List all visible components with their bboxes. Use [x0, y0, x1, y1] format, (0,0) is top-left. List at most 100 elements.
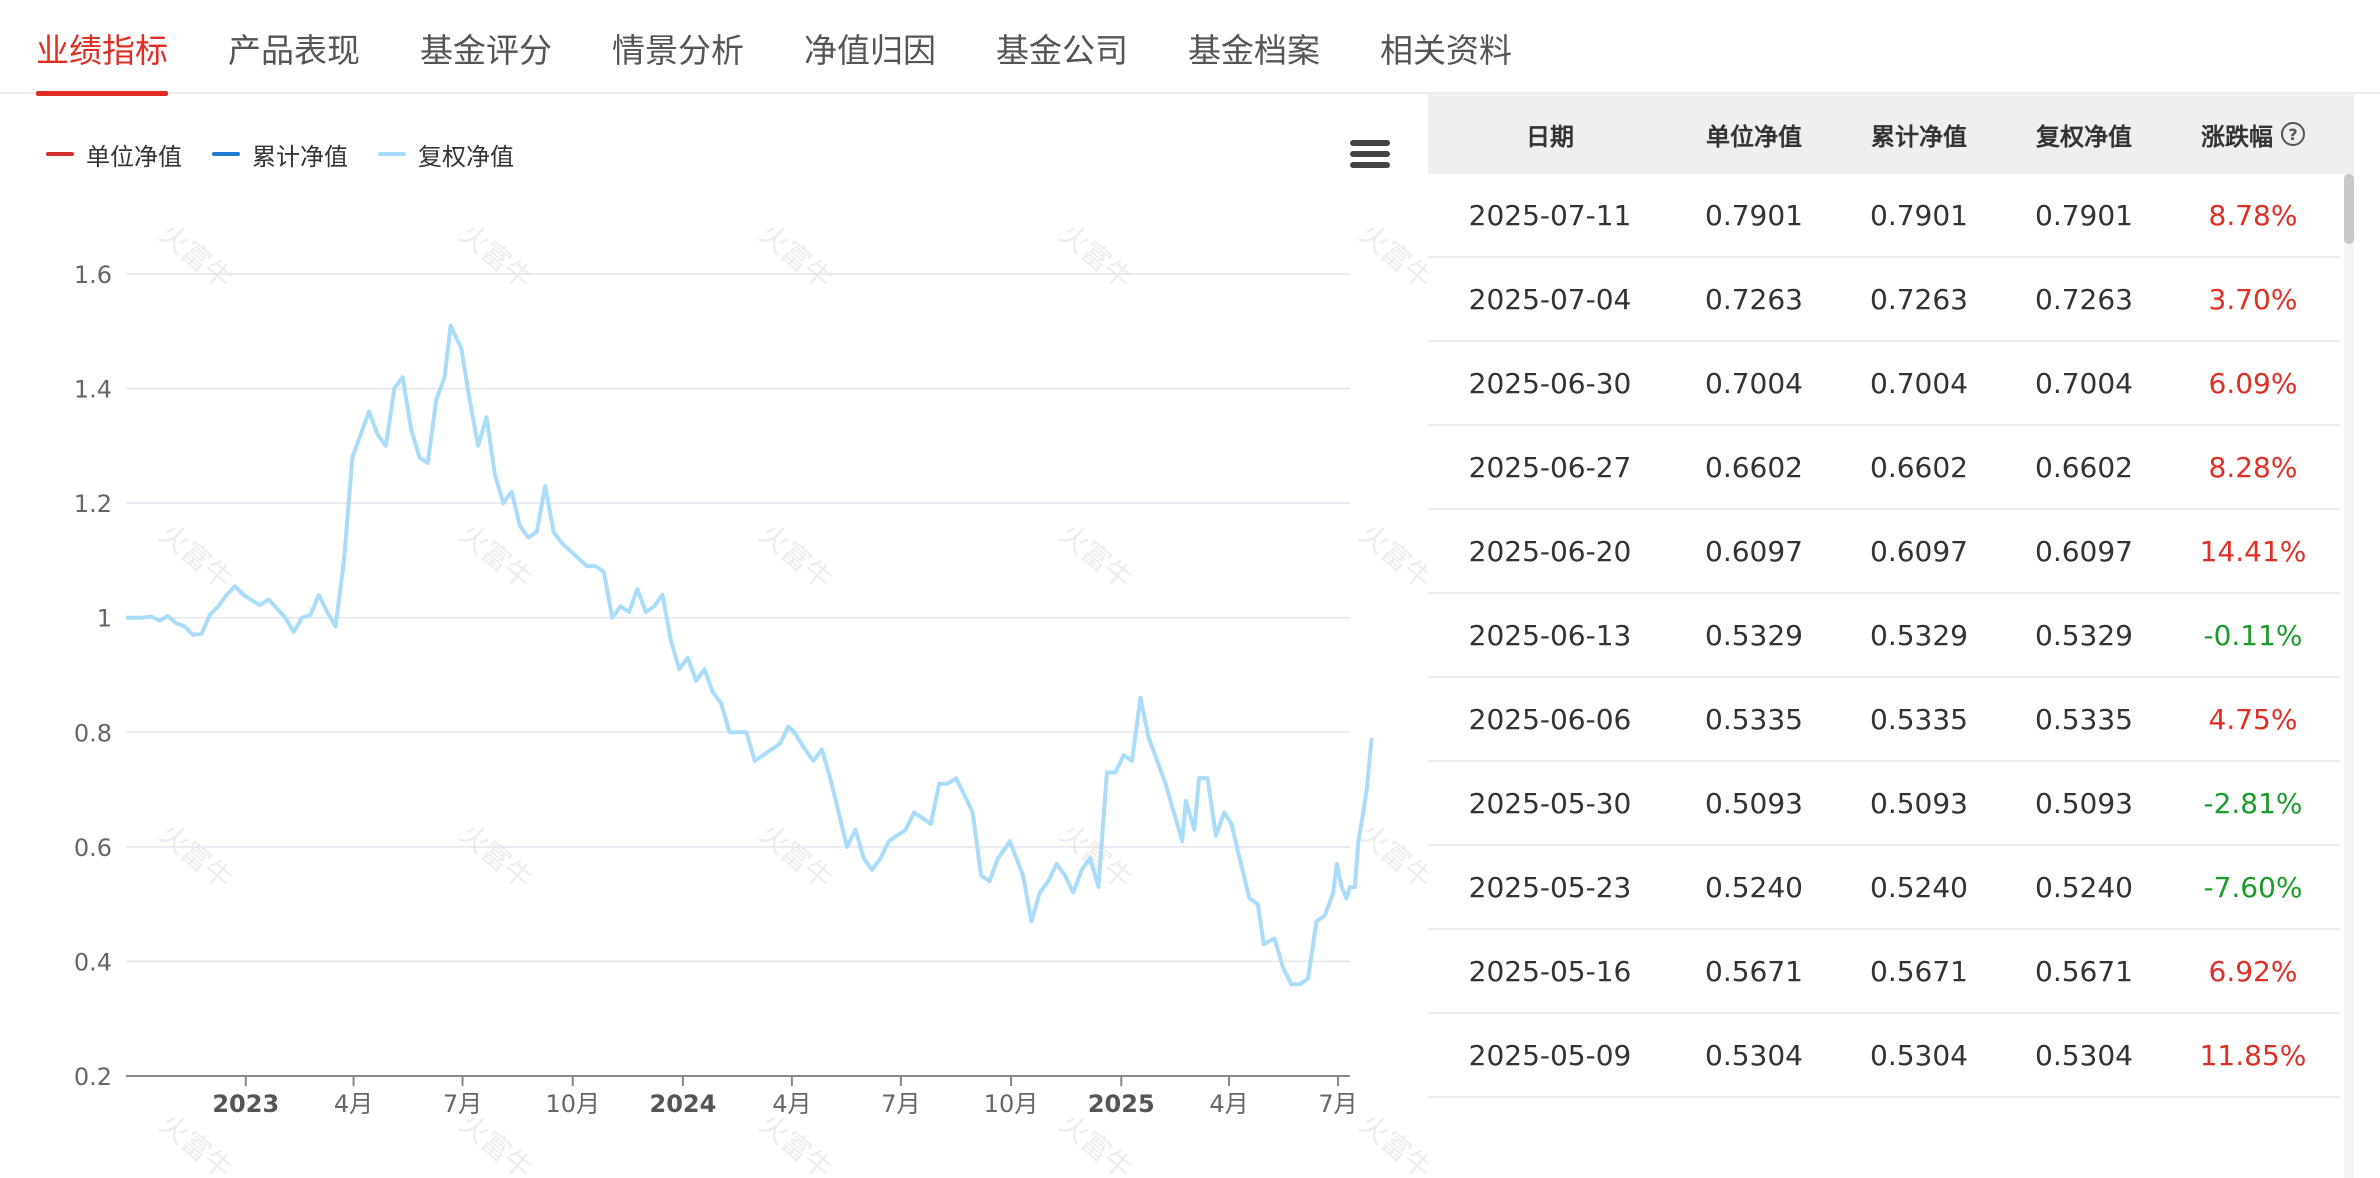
- cell-unit-nav: 0.5329: [1705, 618, 1803, 652]
- table-row[interactable]: 2025-07-11 0.7901 0.7901 0.7901 8.78%: [1428, 174, 2340, 258]
- cell-unit-nav: 0.7901: [1705, 198, 1803, 232]
- y-tick-label: 0.6: [74, 834, 112, 862]
- table-row[interactable]: 2025-06-13 0.5329 0.5329 0.5329 -0.11%: [1428, 594, 2340, 678]
- y-tick-label: 1: [97, 605, 112, 633]
- cell-adjusted-nav: 0.7263: [2035, 282, 2133, 316]
- cell-cumulative-nav: 0.5335: [1870, 702, 1968, 736]
- cell-date: 2025-06-13: [1468, 618, 1632, 652]
- cell-change: 14.41%: [2199, 534, 2307, 568]
- cell-adjusted-nav: 0.6097: [2035, 534, 2133, 568]
- cell-cumulative-nav: 0.5093: [1870, 786, 1968, 820]
- table-body: 2025-07-11 0.7901 0.7901 0.7901 8.78% 2025-07…: [1428, 174, 2340, 1098]
- table-row[interactable]: 2025-06-30 0.7004 0.7004 0.7004 6.09%: [1428, 342, 2340, 426]
- cell-unit-nav: 0.5335: [1705, 702, 1803, 736]
- cell-change: 6.09%: [2208, 366, 2298, 400]
- watermark-text: 火富牛: [753, 817, 839, 896]
- cell-change: -2.81%: [2203, 786, 2303, 820]
- cell-change: 4.75%: [2208, 702, 2298, 736]
- nav-chart-panel: 火富牛 火富牛 火富牛 火富牛 火富牛 火富牛 火富牛 火富牛 火富牛 火富牛 火富牛 火富牛 火富牛火…: [0, 94, 1428, 1178]
- table-row[interactable]: 2025-06-27 0.6602 0.6602 0.6602 8.28%: [1428, 426, 2340, 510]
- cell-date: 2025-07-11: [1468, 198, 1632, 232]
- hamburger-menu-icon[interactable]: [1350, 140, 1390, 172]
- cell-date: 2025-06-06: [1468, 702, 1632, 736]
- y-tick-label: 0.4: [74, 948, 112, 976]
- y-tick-label: 0.2: [74, 1063, 112, 1091]
- tab-nav-attribution[interactable]: 净值归因: [804, 31, 936, 70]
- watermark-text: 火富牛: [153, 517, 239, 596]
- cell-unit-nav: 0.7263: [1705, 282, 1803, 316]
- tab-related-materials[interactable]: 相关资料: [1380, 31, 1512, 70]
- tab-scenario-analysis[interactable]: 情景分析: [612, 31, 744, 70]
- header-date: 日期: [1526, 122, 1574, 151]
- legend-item-unit-nav[interactable]: 单位净值: [46, 137, 182, 172]
- tab-fund-company[interactable]: 基金公司: [996, 31, 1128, 70]
- table-row[interactable]: 2025-05-09 0.5304 0.5304 0.5304 11.85%: [1428, 1014, 2340, 1098]
- x-tick-label: 7月: [443, 1090, 482, 1118]
- question-circle-icon[interactable]: ?: [2281, 122, 2305, 146]
- table-row[interactable]: 2025-05-30 0.5093 0.5093 0.5093 -2.81%: [1428, 762, 2340, 846]
- header-change: 涨跌幅 ?: [2166, 117, 2340, 152]
- x-tick-label: 7月: [881, 1090, 920, 1118]
- header-unit-nav: 单位净值: [1706, 122, 1802, 151]
- watermark-text: 火富牛: [1053, 217, 1139, 296]
- x-tick-label: 10月: [545, 1090, 600, 1118]
- legend-swatch-cumulative-nav: [212, 152, 240, 156]
- series-line-adjusted-nav: [126, 323, 1374, 987]
- table-row[interactable]: 2025-05-23 0.5240 0.5240 0.5240 -7.60%: [1428, 846, 2340, 930]
- table-row[interactable]: 2025-06-20 0.6097 0.6097 0.6097 14.41%: [1428, 510, 2340, 594]
- watermark-text: 火富牛: [1353, 517, 1428, 596]
- cell-change: 11.85%: [2199, 1038, 2307, 1072]
- watermark-text: 火富牛: [453, 217, 539, 296]
- x-tick-label: 7月: [1318, 1090, 1357, 1118]
- nav-line-chart[interactable]: 火富牛 火富牛 火富牛 火富牛 火富牛火富牛 火富牛 火富牛 火富牛 火富牛火富牛 火富牛 火富牛火…: [0, 94, 1428, 1178]
- tab-bar: 业绩指标 产品表现 基金评分 情景分析 净值归因 基金公司 基金档案 相关资料: [0, 0, 2380, 96]
- legend-label-cumulative-nav: 累计净值: [252, 142, 348, 171]
- table-row[interactable]: 2025-06-06 0.5335 0.5335 0.5335 4.75%: [1428, 678, 2340, 762]
- cell-cumulative-nav: 0.5671: [1870, 954, 1968, 988]
- cell-adjusted-nav: 0.6602: [2035, 450, 2133, 484]
- cell-change: 8.28%: [2208, 450, 2298, 484]
- cell-unit-nav: 0.6097: [1705, 534, 1803, 568]
- cell-adjusted-nav: 0.7901: [2035, 198, 2133, 232]
- cell-change: 3.70%: [2208, 282, 2298, 316]
- cell-date: 2025-05-09: [1468, 1038, 1632, 1072]
- scrollbar-thumb[interactable]: [2344, 174, 2354, 244]
- cell-date: 2025-05-23: [1468, 870, 1632, 904]
- y-tick-label: 1.6: [74, 261, 112, 289]
- nav-table: 日期 单位净值 累计净值 复权净值 涨跌幅 ? 2025-07-11 0.7901…: [1428, 94, 2354, 1178]
- y-tick-label: 1.4: [74, 376, 112, 404]
- watermark-text: 火富牛: [753, 517, 839, 596]
- cell-date: 2025-06-20: [1468, 534, 1632, 568]
- cell-change: 6.92%: [2208, 954, 2298, 988]
- legend-item-cumulative-nav[interactable]: 累计净值: [212, 137, 348, 172]
- cell-cumulative-nav: 0.7901: [1870, 198, 1968, 232]
- table-scrollbar[interactable]: [2344, 174, 2354, 1178]
- tab-product-performance[interactable]: 产品表现: [228, 31, 360, 70]
- watermark-text: 火富牛: [453, 517, 539, 596]
- header-change-label: 涨跌幅: [2201, 122, 2273, 151]
- legend-swatch-adjusted-nav: [378, 152, 406, 156]
- tab-fund-rating[interactable]: 基金评分: [420, 31, 552, 70]
- cell-unit-nav: 0.6602: [1705, 450, 1803, 484]
- cell-date: 2025-07-04: [1468, 282, 1632, 316]
- x-tick-label: 2024: [650, 1090, 717, 1118]
- legend-item-adjusted-nav[interactable]: 复权净值: [378, 137, 514, 172]
- cell-change: -7.60%: [2203, 870, 2303, 904]
- header-adjusted-nav: 复权净值: [2036, 122, 2132, 151]
- tab-performance-metrics[interactable]: 业绩指标: [36, 24, 168, 96]
- cell-unit-nav: 0.7004: [1705, 366, 1803, 400]
- cell-cumulative-nav: 0.6097: [1870, 534, 1968, 568]
- cell-unit-nav: 0.5671: [1705, 954, 1803, 988]
- cell-adjusted-nav: 0.5093: [2035, 786, 2133, 820]
- cell-cumulative-nav: 0.5240: [1870, 870, 1968, 904]
- table-row[interactable]: 2025-05-16 0.5671 0.5671 0.5671 6.92%: [1428, 930, 2340, 1014]
- x-tick-label: 4月: [1209, 1090, 1248, 1118]
- tab-fund-profile[interactable]: 基金档案: [1188, 31, 1320, 70]
- legend-label-adjusted-nav: 复权净值: [418, 142, 514, 171]
- table-row[interactable]: 2025-07-04 0.7263 0.7263 0.7263 3.70%: [1428, 258, 2340, 342]
- watermark-text: 火富牛: [1053, 517, 1139, 596]
- cell-adjusted-nav: 0.5240: [2035, 870, 2133, 904]
- cell-date: 2025-05-16: [1468, 954, 1632, 988]
- cell-date: 2025-06-27: [1468, 450, 1632, 484]
- cell-cumulative-nav: 0.5329: [1870, 618, 1968, 652]
